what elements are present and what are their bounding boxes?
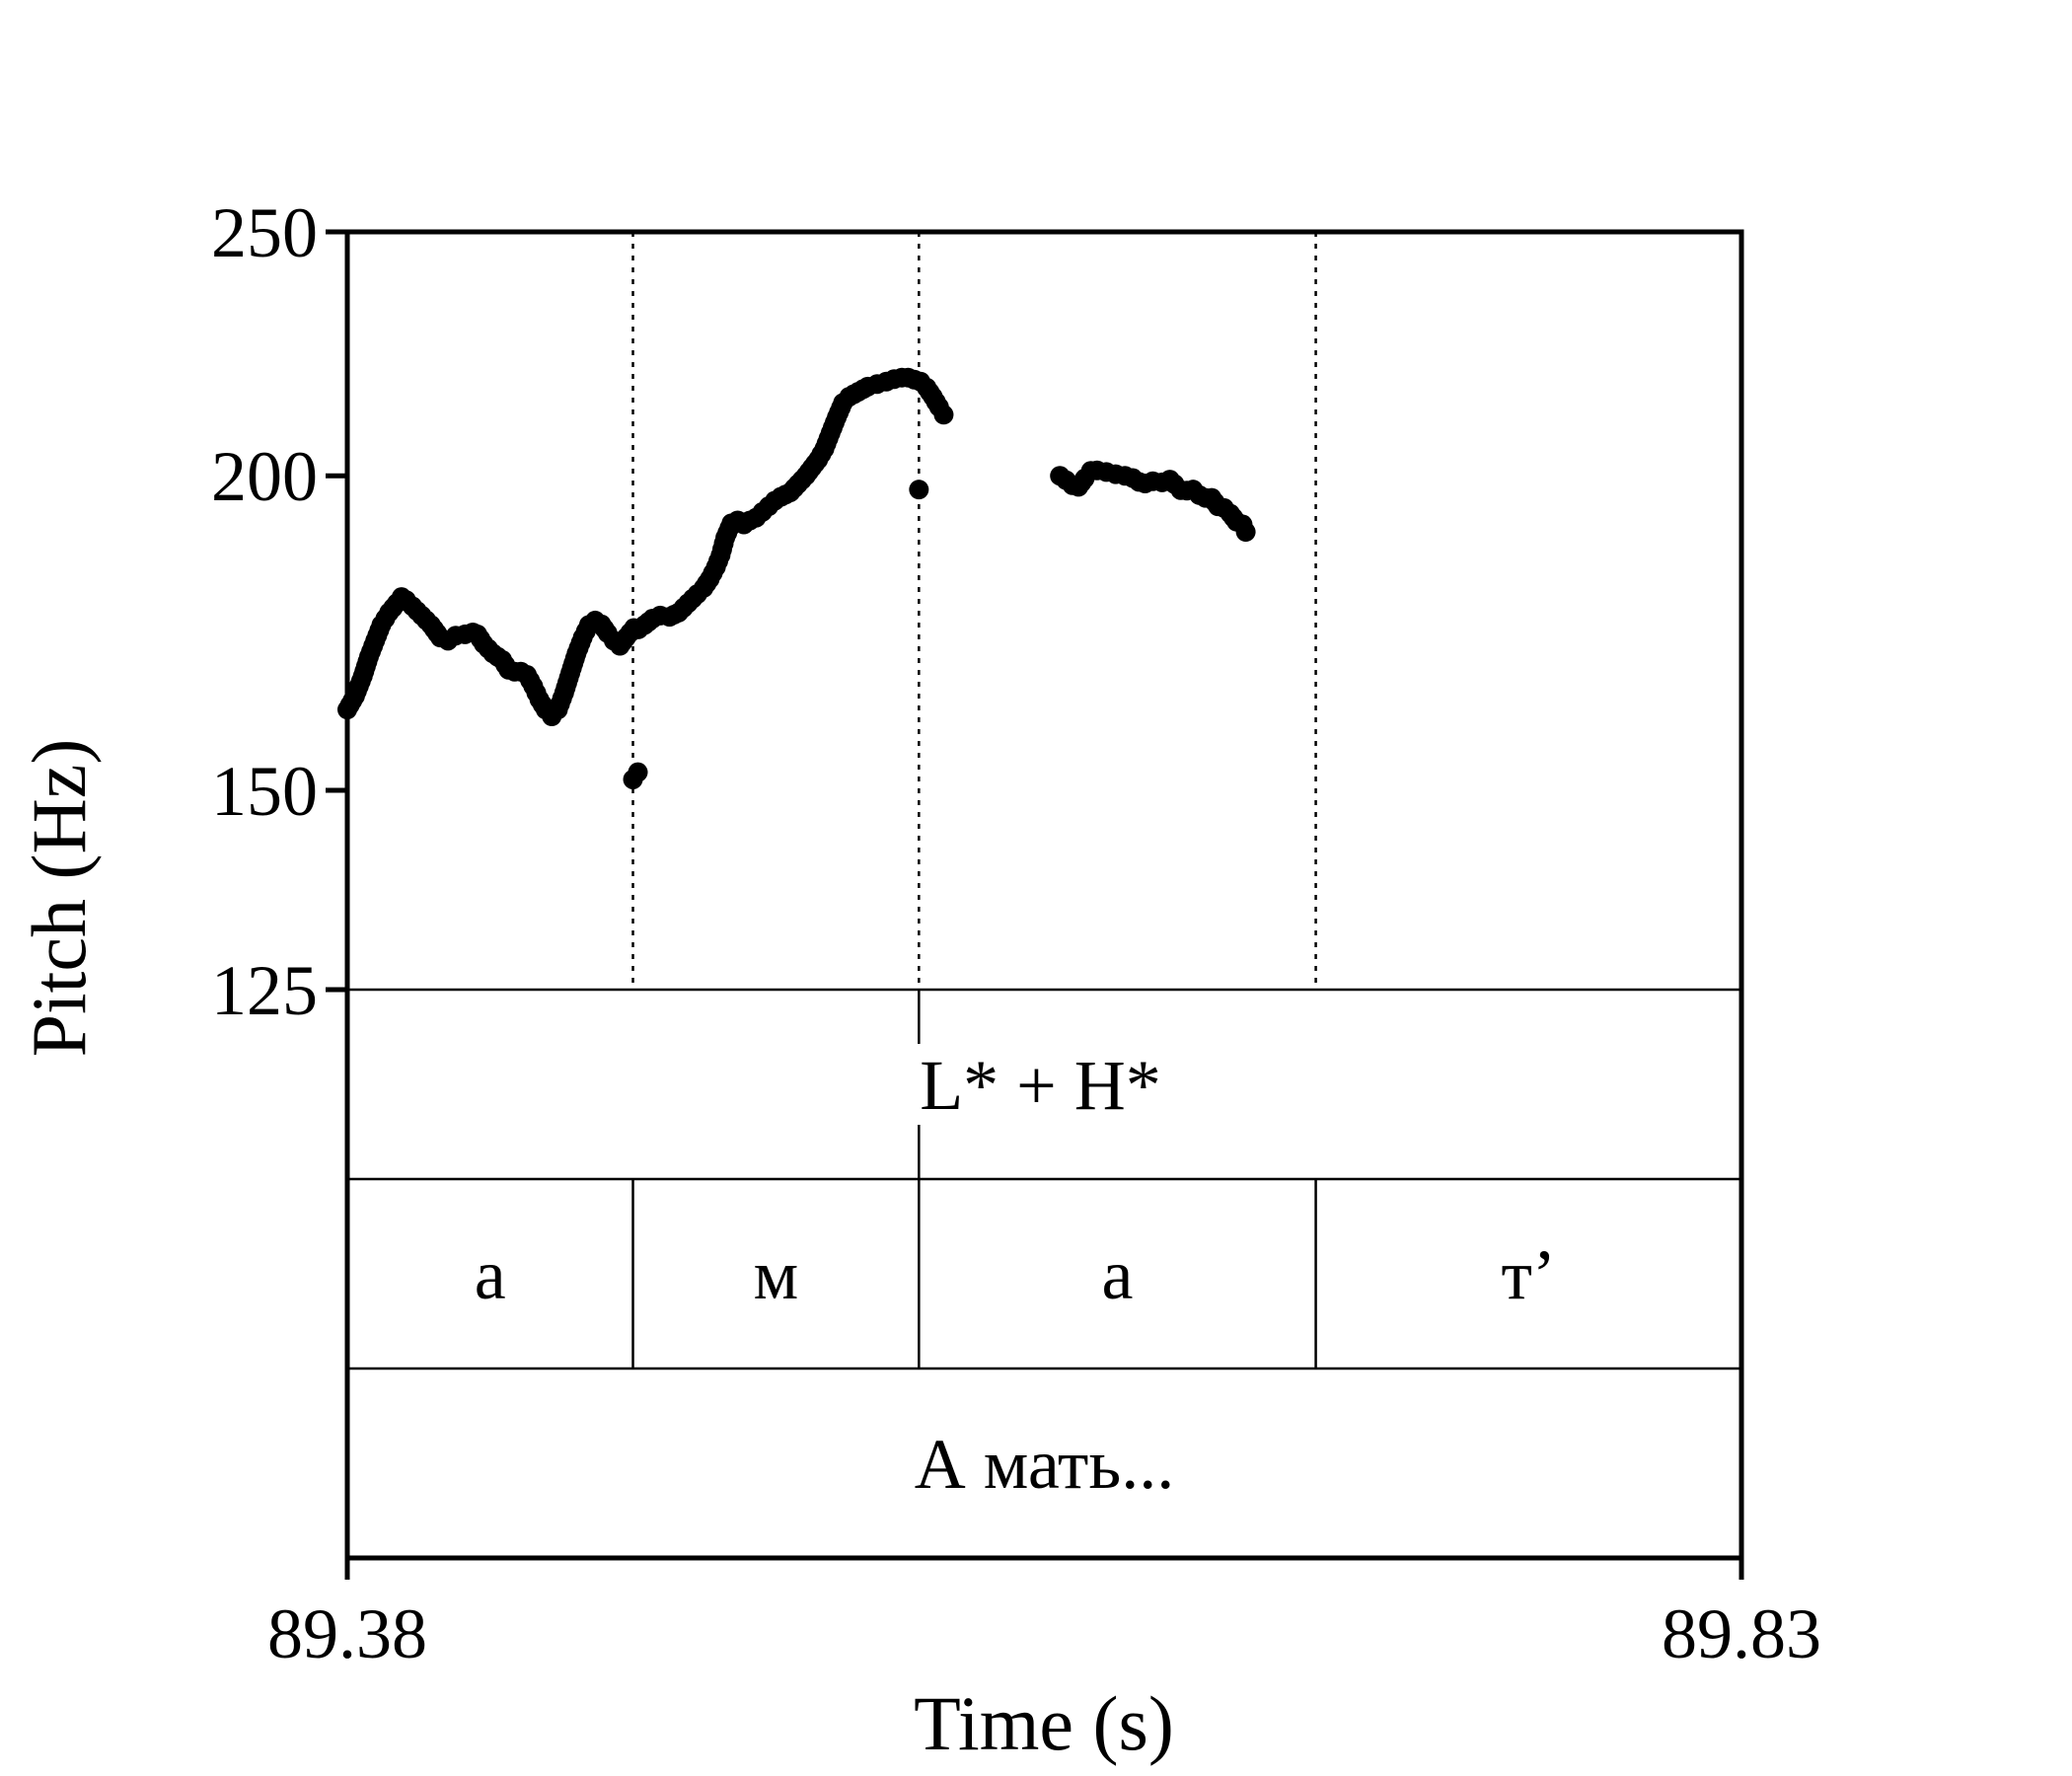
pitch-point <box>925 392 946 412</box>
pitch-point <box>427 623 448 643</box>
pitch-point <box>1205 491 1225 512</box>
pitch-point <box>575 621 596 641</box>
y-tick-label: 150 <box>211 752 318 831</box>
tier-interval-label: а <box>475 1235 506 1314</box>
tier-interval-label: т’ <box>1502 1235 1556 1314</box>
pitch-point <box>1235 522 1256 543</box>
pitch-point <box>638 612 659 632</box>
pitch-point <box>683 588 703 609</box>
pitch-point <box>383 598 404 619</box>
x-tick-label: 89.38 <box>267 1594 427 1673</box>
y-tick-label: 125 <box>211 951 318 1030</box>
pitch-point <box>495 654 516 675</box>
pitch-point <box>909 480 929 500</box>
tier-interval-label: а <box>1101 1235 1133 1314</box>
tier-interval-label: L* + H* <box>920 1046 1161 1125</box>
chart-frame <box>344 229 1744 1561</box>
pitch-point <box>1072 473 1092 493</box>
pitch-point <box>831 398 851 418</box>
pitch-point <box>852 379 873 400</box>
pitch-point <box>594 619 615 639</box>
x-tick-label: 89.83 <box>1662 1594 1821 1673</box>
x-axis-title: Time (s) <box>914 1680 1174 1766</box>
pitch-point <box>1223 507 1244 528</box>
pitch-point <box>532 695 553 715</box>
y-tick-label: 250 <box>211 193 318 272</box>
pitch-point <box>628 762 648 782</box>
pitch-point <box>719 518 740 539</box>
y-tick-label: 200 <box>211 437 318 516</box>
y-axis-title: Pitch (Hz) <box>16 739 102 1058</box>
tier-interval-label: м <box>754 1235 799 1314</box>
tier-interval-label: А мать... <box>915 1425 1174 1504</box>
pitch-point <box>620 623 640 643</box>
